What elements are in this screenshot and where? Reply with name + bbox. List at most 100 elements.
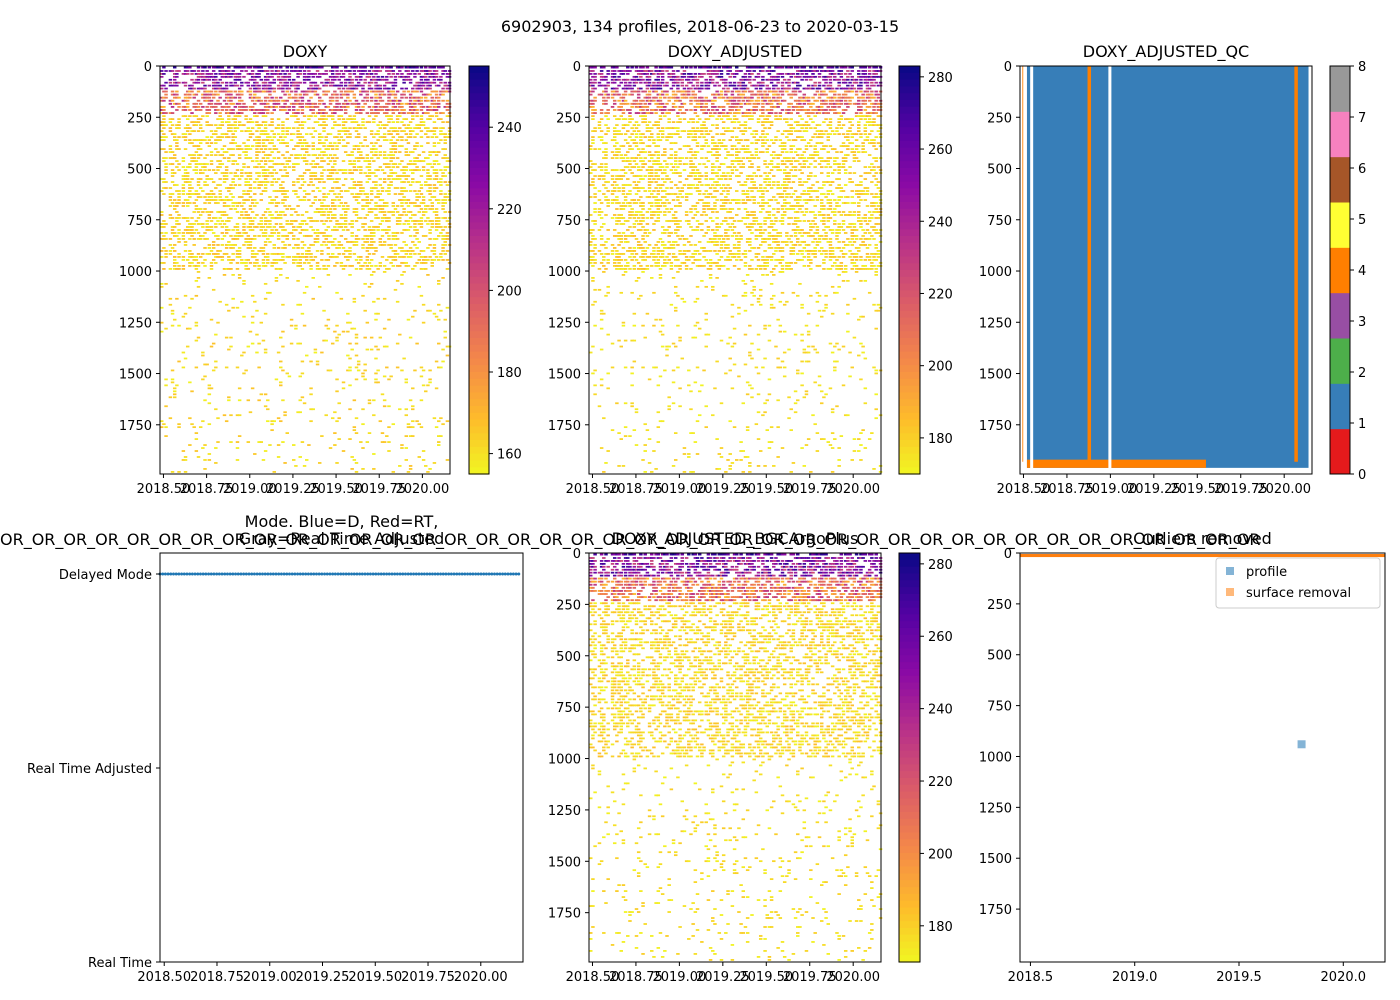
heatmap-cell <box>380 208 385 210</box>
heatmap-cell <box>411 426 415 429</box>
heatmap-cell <box>285 160 289 162</box>
heatmap-cell <box>274 99 279 102</box>
heatmap-cell <box>237 435 242 437</box>
heatmap-cell <box>162 124 166 126</box>
heatmap-cell <box>615 87 619 90</box>
heatmap-cell <box>385 112 389 114</box>
heatmap-cell <box>246 259 251 261</box>
heatmap-cell <box>354 87 359 90</box>
heatmap-cell <box>341 268 346 270</box>
heatmap-cell <box>292 105 296 108</box>
heatmap-cell <box>328 235 333 237</box>
heatmap-cell <box>203 87 207 90</box>
heatmap-cell <box>445 232 450 234</box>
heatmap-cell <box>785 66 789 69</box>
heatmap-cell <box>411 220 415 222</box>
heatmap-cell <box>419 366 424 369</box>
heatmap-cell <box>636 78 641 81</box>
heatmap-cell <box>378 70 383 72</box>
heatmap-cell <box>857 73 861 75</box>
heatmap-cell <box>231 297 235 300</box>
heatmap-cell <box>250 250 255 252</box>
heatmap-cell <box>229 75 233 78</box>
heatmap-cell <box>229 93 233 96</box>
heatmap-cell <box>434 175 439 177</box>
heatmap-cell <box>244 178 248 180</box>
heatmap-cell <box>276 456 281 458</box>
heatmap-cell <box>428 229 432 231</box>
heatmap-cell <box>300 96 305 99</box>
heatmap-cell <box>227 115 231 118</box>
heatmap-cell <box>259 148 264 150</box>
heatmap-cell <box>253 109 257 111</box>
heatmap-cell <box>324 339 328 342</box>
heatmap-cell <box>255 145 259 147</box>
heatmap-cell <box>164 124 168 126</box>
heatmap-cell <box>393 78 398 81</box>
heatmap-cell <box>196 196 201 198</box>
heatmap-cell <box>315 66 320 69</box>
heatmap-cell <box>203 139 207 141</box>
heatmap-cell <box>387 405 391 408</box>
heatmap-cell <box>263 241 268 243</box>
heatmap-cell <box>597 73 602 75</box>
heatmap-cell <box>283 414 287 417</box>
heatmap-cell <box>218 73 222 75</box>
heatmap-cell <box>196 130 201 132</box>
heatmap-cell <box>426 70 430 72</box>
heatmap-cell <box>610 70 615 72</box>
heatmap-cell <box>374 109 378 111</box>
heatmap-cell <box>183 172 188 174</box>
heatmap-cell <box>248 238 253 240</box>
heatmap-cell <box>382 297 387 300</box>
heatmap-cell <box>380 190 385 192</box>
heatmap-cell <box>343 109 348 111</box>
heatmap-cell <box>162 136 166 138</box>
heatmap-cell <box>287 244 292 246</box>
heatmap-cell <box>389 139 393 141</box>
heatmap-cell <box>317 190 322 192</box>
heatmap-cell <box>398 112 402 114</box>
heatmap-cell <box>276 190 281 192</box>
heatmap-cell <box>279 105 283 108</box>
heatmap-cell <box>326 318 331 321</box>
heatmap-cell <box>656 75 661 78</box>
heatmap-cell <box>168 193 173 195</box>
heatmap-cell <box>248 121 253 123</box>
heatmap-cell <box>188 127 192 129</box>
heatmap-cell <box>198 73 203 75</box>
heatmap-cell <box>604 78 608 81</box>
heatmap-cell <box>439 226 443 228</box>
heatmap-cell <box>315 241 320 243</box>
heatmap-cell <box>231 102 235 105</box>
heatmap-cell <box>346 118 350 121</box>
heatmap-cell <box>378 87 383 90</box>
heatmap-cell <box>612 70 617 72</box>
heatmap-cell <box>348 127 352 129</box>
heatmap-cell <box>322 73 326 75</box>
heatmap-cell <box>610 66 615 69</box>
heatmap-cell <box>348 321 352 324</box>
heatmap-cell <box>346 369 350 372</box>
colorbar-segment <box>469 331 489 339</box>
heatmap-cell <box>413 127 417 129</box>
heatmap-cell <box>402 93 406 96</box>
heatmap-cell <box>307 444 311 446</box>
heatmap-cell <box>211 66 216 69</box>
heatmap-cell <box>432 462 437 464</box>
heatmap-cell <box>389 70 393 72</box>
heatmap-cell <box>192 105 196 108</box>
heatmap-cell <box>443 217 447 219</box>
heatmap-cell <box>443 154 447 156</box>
heatmap-cell <box>209 160 214 162</box>
heatmap-cell <box>348 438 352 440</box>
heatmap-cell <box>402 118 406 121</box>
heatmap-cell <box>369 187 374 189</box>
heatmap-cell <box>352 93 357 96</box>
heatmap-cell <box>188 193 192 195</box>
heatmap-cell <box>870 81 874 84</box>
heatmap-cell <box>846 84 850 87</box>
heatmap-cell <box>404 151 409 153</box>
heatmap-cell <box>205 90 209 93</box>
heatmap-cell <box>227 93 231 96</box>
